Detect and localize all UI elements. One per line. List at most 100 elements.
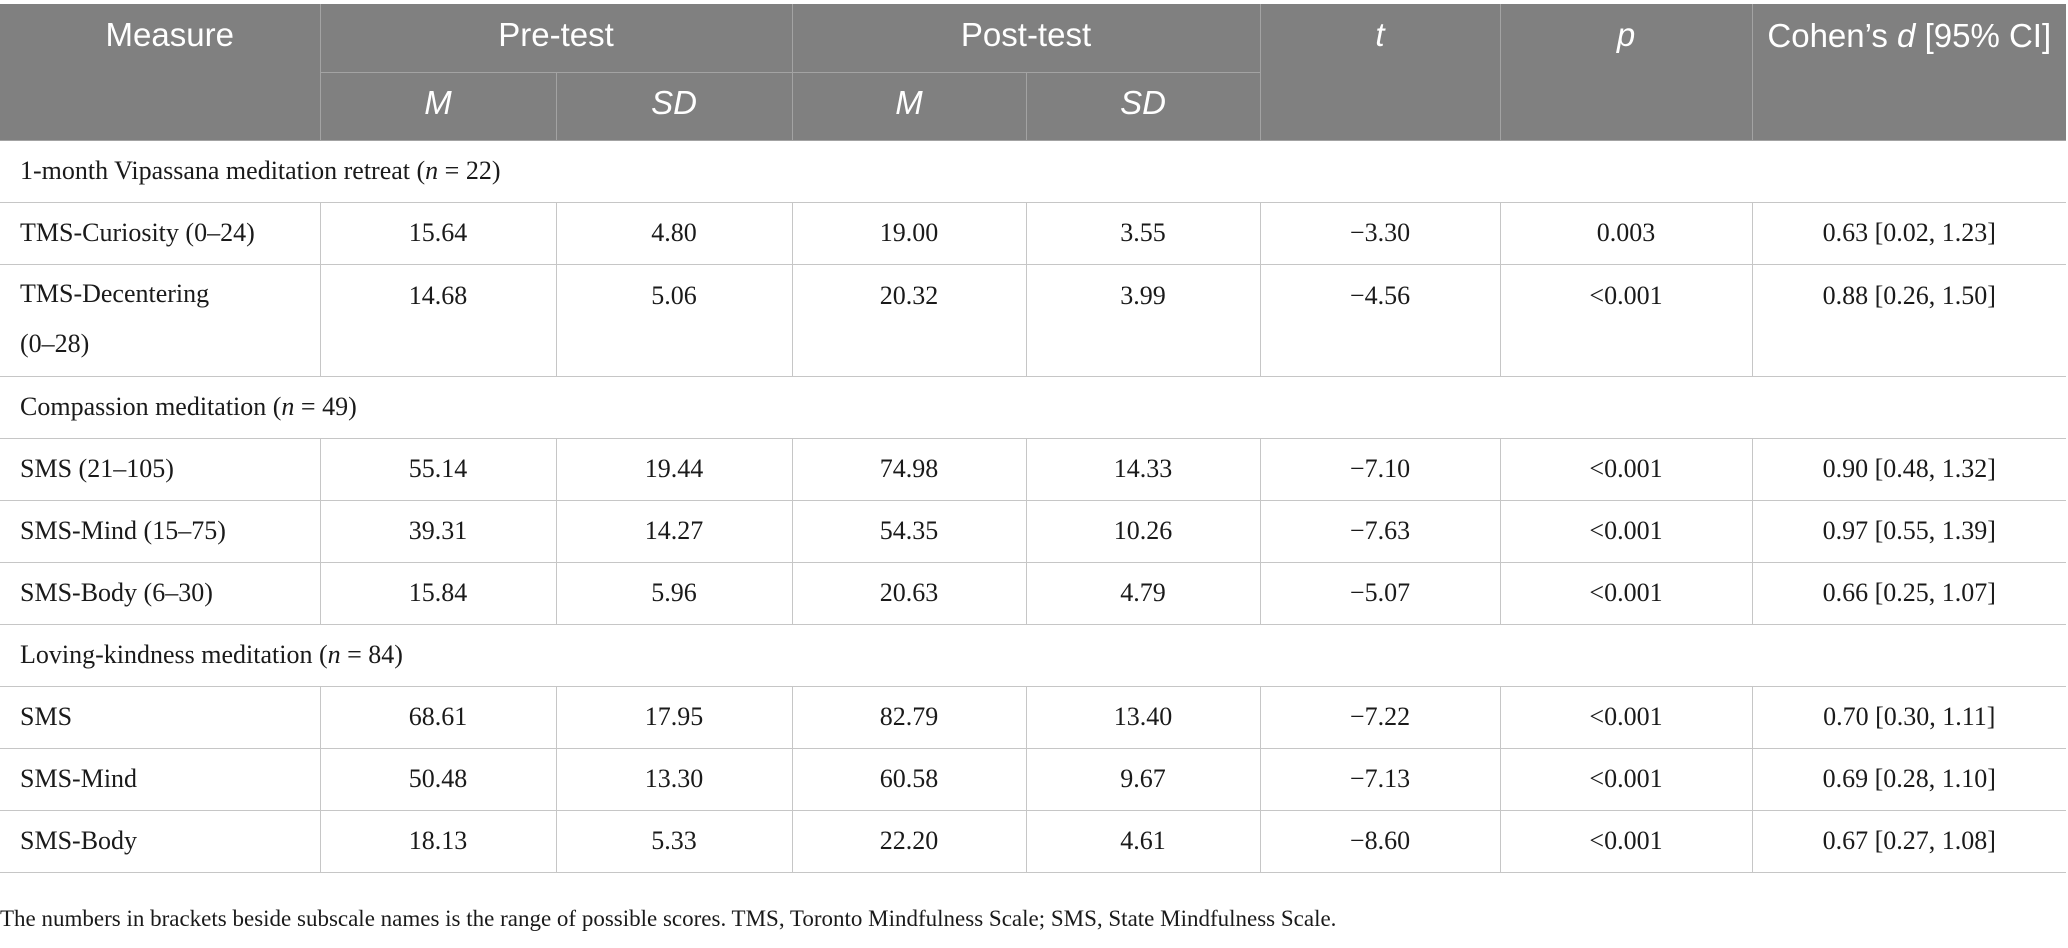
cell-measure: TMS-Decentering (0–28) (0, 263, 321, 377)
cell-p-value: <0.001 (1499, 499, 1753, 563)
cell-post-mean: 82.79 (791, 685, 1027, 749)
table-row: TMS-Decentering (0–28) 14.68 5.06 20.32 3.99−… (0, 263, 2067, 377)
cell-pre-sd: 19.44 (555, 437, 793, 501)
cell-post-sd: 4.79 (1025, 561, 1261, 625)
table-row: SMS (21–105) 55.14 19.44 74.98 14.33 −7.10 <0.… (0, 437, 2067, 501)
header-cohens-suffix: [95% CI] (1915, 17, 2052, 54)
cell-post-mean: 74.98 (791, 437, 1027, 501)
measure-name: SMS-Mind (15–75) (20, 516, 226, 545)
cell-post-sd: 9.67 (1025, 747, 1261, 811)
cell-p-value: <0.001 (1499, 437, 1753, 501)
cell-pre-mean: 15.84 (319, 561, 557, 625)
cell-measure: SMS (21–105) (0, 437, 321, 501)
section-label: 1-month Vipassana meditation retreat (n … (0, 139, 2067, 203)
header-pre-test: Pre-test (319, 4, 793, 73)
cell-t-value: −7.22 (1259, 685, 1501, 749)
measure-name: TMS-Curiosity (0–24) (20, 218, 255, 247)
table-row: SMS-Body 18.13 5.33 22.20 4.61 −8.60 <0.001 0.6… (0, 809, 2067, 873)
cell-p-value: <0.001 (1499, 685, 1753, 749)
cell-pre-sd: 17.95 (555, 685, 793, 749)
cell-pre-mean: 15.64 (319, 201, 557, 265)
cell-pre-sd: 4.80 (555, 201, 793, 265)
section-label-n: n (281, 392, 295, 421)
cell-t-value: −3.30 (1259, 201, 1501, 265)
header-post-test: Post-test (791, 4, 1261, 73)
cell-post-sd: 3.55 (1025, 201, 1261, 265)
cell-t-value: −7.13 (1259, 747, 1501, 811)
measure-name: SMS-Mind (20, 764, 138, 793)
section-row: Loving-kindness meditation (n = 84) (0, 623, 2067, 687)
cell-cohens-d: 0.97 [0.55, 1.39] (1751, 499, 2067, 563)
cell-cohens-d: 0.88 [0.26, 1.50] (1751, 263, 2067, 377)
cell-pre-sd: 13.30 (555, 747, 793, 811)
section-label-prefix: Compassion meditation ( (20, 392, 282, 421)
cell-t-value: −4.56 (1259, 263, 1501, 377)
header-pre-sd: SD (555, 72, 793, 141)
measure-name: SMS (20, 702, 73, 731)
cell-cohens-d: 0.63 [0.02, 1.23] (1751, 201, 2067, 265)
header-p: p (1499, 4, 1753, 141)
cell-pre-sd: 5.06 (555, 263, 793, 377)
section-row: 1-month Vipassana meditation retreat (n … (0, 139, 2067, 203)
cell-post-sd: 4.61 (1025, 809, 1261, 873)
cell-t-value: −7.63 (1259, 499, 1501, 563)
section-label-prefix: 1-month Vipassana meditation retreat ( (20, 156, 426, 185)
cell-cohens-d: 0.70 [0.30, 1.11] (1751, 685, 2067, 749)
cell-p-value: <0.001 (1499, 263, 1753, 377)
cell-measure: SMS-Body (0, 809, 321, 873)
cell-pre-mean: 50.48 (319, 747, 557, 811)
cell-pre-sd: 5.33 (555, 809, 793, 873)
cell-measure: SMS-Body (6–30) (0, 561, 321, 625)
cell-post-sd: 14.33 (1025, 437, 1261, 501)
header-measure: Measure (0, 4, 321, 141)
cell-pre-sd: 14.27 (555, 499, 793, 563)
header-post-m: M (791, 72, 1027, 141)
header-post-sd: SD (1025, 72, 1261, 141)
cell-cohens-d: 0.66 [0.25, 1.07] (1751, 561, 2067, 625)
header-cohens-d-letter: d (1897, 17, 1916, 54)
cell-pre-sd: 5.96 (555, 561, 793, 625)
table-body: 1-month Vipassana meditation retreat (n … (0, 139, 2067, 873)
table-row: TMS-Curiosity (0–24) 15.64 4.80 19.00 3.55 −3… (0, 201, 2067, 265)
section-label-suffix: = 84) (340, 640, 403, 669)
cell-post-mean: 22.20 (791, 809, 1027, 873)
cell-cohens-d: 0.90 [0.48, 1.32] (1751, 437, 2067, 501)
table-row: SMS-Body (6–30) 15.84 5.96 20.63 4.79 −5.07 <0… (0, 561, 2067, 625)
measure-name: SMS (21–105) (20, 454, 174, 483)
section-row: Compassion meditation (n = 49) (0, 375, 2067, 439)
section-label: Compassion meditation (n = 49) (0, 375, 2067, 439)
section-label-n: n (327, 640, 341, 669)
cell-t-value: −7.10 (1259, 437, 1501, 501)
header-cohens-d: Cohen’s d [95% CI] (1751, 4, 2067, 141)
cell-post-sd: 10.26 (1025, 499, 1261, 563)
cell-cohens-d: 0.69 [0.28, 1.10] (1751, 747, 2067, 811)
cell-post-mean: 20.63 (791, 561, 1027, 625)
cell-p-value: 0.003 (1499, 201, 1753, 265)
cell-pre-mean: 55.14 (319, 437, 557, 501)
section-label-prefix: Loving-kindness meditation ( (20, 640, 328, 669)
cell-pre-mean: 18.13 (319, 809, 557, 873)
section-label-suffix: = 22) (438, 156, 501, 185)
header-t: t (1259, 4, 1501, 141)
cell-t-value: −8.60 (1259, 809, 1501, 873)
section-label-n: n (425, 156, 439, 185)
measure-name: SMS-Body (20, 826, 138, 855)
cell-cohens-d: 0.67 [0.27, 1.08] (1751, 809, 2067, 873)
measure-name: SMS-Body (6–30) (20, 578, 213, 607)
cell-pre-mean: 68.61 (319, 685, 557, 749)
table-row: SMS 68.61 17.95 82.79 13.40 −7.22 <0.001 0.70 [… (0, 685, 2067, 749)
header-pre-m: M (319, 72, 557, 141)
cell-pre-mean: 14.68 (319, 263, 557, 377)
cell-pre-mean: 39.31 (319, 499, 557, 563)
table-header: Measure Pre-test Post-test t p Cohen’s d… (0, 4, 2067, 141)
measure-name: TMS-Decentering (20, 278, 210, 308)
cell-measure: SMS-Mind (15–75) (0, 499, 321, 563)
cell-measure: TMS-Curiosity (0–24) (0, 201, 321, 265)
cell-measure: SMS (0, 685, 321, 749)
table-row: SMS-Mind 50.48 13.30 60.58 9.67 −7.13 <0.001 0.… (0, 747, 2067, 811)
section-label-suffix: = 49) (294, 392, 357, 421)
cell-post-mean: 19.00 (791, 201, 1027, 265)
cell-post-sd: 3.99 (1025, 263, 1261, 377)
table-footnote: The numbers in brackets beside subscale … (0, 906, 1337, 931)
cell-p-value: <0.001 (1499, 809, 1753, 873)
